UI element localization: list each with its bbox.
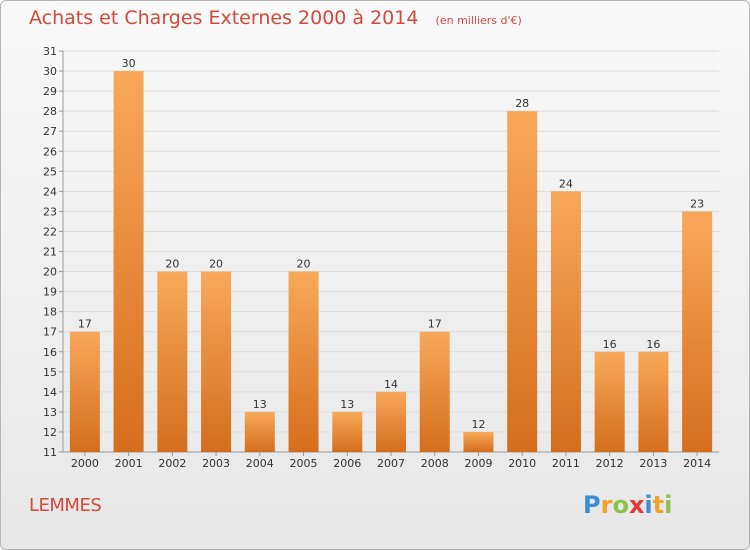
brand-letter: i xyxy=(664,491,673,519)
chart-title: Achats et Charges Externes 2000 à 2014 xyxy=(29,7,419,29)
bar xyxy=(244,411,275,452)
y-tick-label: 12 xyxy=(43,426,57,439)
x-tick-label: 2008 xyxy=(421,457,449,470)
y-tick-label: 21 xyxy=(43,246,57,259)
y-tick-label: 11 xyxy=(43,446,57,459)
bar xyxy=(332,411,363,452)
y-tick-label: 31 xyxy=(43,45,57,58)
bar xyxy=(550,191,581,452)
x-tick-label: 2012 xyxy=(596,457,624,470)
y-tick-label: 13 xyxy=(43,406,57,419)
data-label: 13 xyxy=(253,398,267,411)
bar xyxy=(157,271,188,452)
x-tick-label: 2006 xyxy=(333,457,361,470)
brand-letter: o xyxy=(612,491,629,519)
brand-logo: Proxiti xyxy=(583,491,672,519)
y-tick-label: 28 xyxy=(43,105,57,118)
bar xyxy=(594,351,625,452)
y-tick-label: 18 xyxy=(43,306,57,319)
y-tick-label: 16 xyxy=(43,346,57,359)
bar xyxy=(201,271,232,452)
brand-letter: t xyxy=(652,491,665,519)
brand-letter: r xyxy=(600,491,613,519)
y-tick-label: 29 xyxy=(43,85,57,98)
data-label: 30 xyxy=(122,57,136,70)
y-tick-label: 17 xyxy=(43,326,57,339)
place-name: LEMMES xyxy=(29,495,102,516)
y-tick-label: 26 xyxy=(43,145,57,158)
x-tick-label: 2014 xyxy=(683,457,711,470)
data-label: 24 xyxy=(559,177,573,190)
data-label: 20 xyxy=(297,258,311,271)
data-label: 14 xyxy=(384,378,398,391)
data-label: 17 xyxy=(78,318,92,331)
data-label: 16 xyxy=(646,338,660,351)
bar xyxy=(376,391,406,452)
y-tick-label: 14 xyxy=(43,386,57,399)
y-tick-label: 25 xyxy=(43,165,57,178)
x-tick-label: 2005 xyxy=(290,457,318,470)
bars xyxy=(69,71,713,453)
labels: 11 12 13 14 15 16 17 18 19 20 21 22 23 24 25 26 27 28 29 30… xyxy=(43,45,711,470)
y-tick-label: 24 xyxy=(43,185,57,198)
x-tick-label: 2001 xyxy=(115,457,143,470)
x-tick-label: 2011 xyxy=(552,457,580,470)
x-tick-label: 2003 xyxy=(202,457,230,470)
y-tick-label: 23 xyxy=(43,205,57,218)
x-tick-label: 2002 xyxy=(158,457,186,470)
x-tick-label: 2000 xyxy=(71,457,99,470)
y-tick-label: 22 xyxy=(43,225,57,238)
data-label: 17 xyxy=(428,318,442,331)
bar xyxy=(288,271,319,452)
bar xyxy=(419,331,450,452)
bar xyxy=(507,111,538,453)
x-tick-label: 2009 xyxy=(464,457,492,470)
title-row: Achats et Charges Externes 2000 à 2014 (… xyxy=(29,7,522,29)
y-tick-label: 27 xyxy=(43,125,57,138)
bar xyxy=(69,331,100,452)
y-tick-label: 30 xyxy=(43,65,57,78)
data-label: 23 xyxy=(690,197,704,210)
x-tick-label: 2010 xyxy=(508,457,536,470)
x-tick-label: 2007 xyxy=(377,457,405,470)
bar xyxy=(463,431,494,452)
x-tick-label: 2004 xyxy=(246,457,274,470)
data-label: 20 xyxy=(209,258,223,271)
brand-letter: P xyxy=(583,491,601,519)
y-tick-label: 15 xyxy=(43,366,57,379)
y-tick-label: 20 xyxy=(43,266,57,279)
x-tick-label: 2013 xyxy=(639,457,667,470)
bar xyxy=(682,211,713,452)
bar xyxy=(638,351,669,452)
y-tick-label: 19 xyxy=(43,286,57,299)
brand-letter: x xyxy=(628,491,645,519)
data-label: 13 xyxy=(340,398,354,411)
data-label: 12 xyxy=(471,418,485,431)
chart-subtitle: (en milliers d'€) xyxy=(435,14,522,27)
brand-letter: i xyxy=(644,491,653,519)
data-label: 28 xyxy=(515,97,529,110)
data-label: 20 xyxy=(165,258,179,271)
data-label: 16 xyxy=(603,338,617,351)
bar xyxy=(113,71,144,453)
